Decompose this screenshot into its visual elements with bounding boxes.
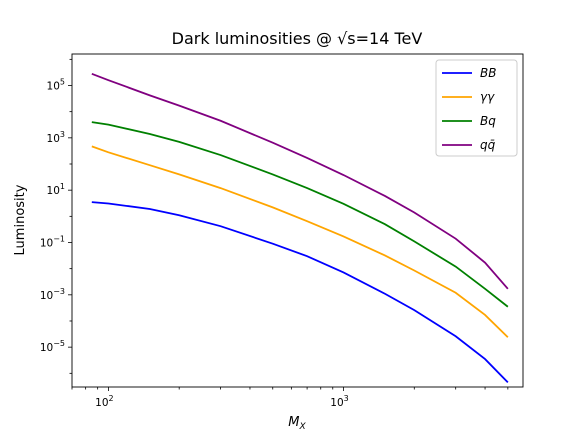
legend-label: Bq	[480, 114, 496, 128]
y-tick-label: 10−3	[40, 287, 65, 302]
x-axis-label: MX	[288, 415, 306, 432]
x-tick-label: 103	[330, 394, 348, 409]
legend-label: γγ	[480, 90, 495, 104]
y-tick-label: 101	[47, 182, 65, 197]
series-line	[91, 72, 509, 290]
plot-area	[71, 53, 524, 388]
x-tick-label: 102	[95, 394, 113, 409]
series-line	[91, 145, 509, 338]
series-line	[91, 201, 509, 384]
y-tick-label: 10−1	[40, 234, 65, 249]
y-tick-label: 105	[47, 78, 65, 93]
axis-ticks: 102 103 105 103 101 10−1 10−3 10−5	[40, 58, 509, 409]
y-tick-label: 103	[47, 130, 65, 145]
legend-label: BB	[480, 66, 496, 80]
chart-title: Dark luminosities @ √s=14 TeV	[172, 29, 423, 48]
y-axis-label: Luminosity	[13, 184, 28, 255]
y-tick-label: 10−5	[40, 339, 65, 354]
legend: BB γγ Bq qq̄	[435, 59, 518, 157]
legend-box	[435, 59, 518, 157]
legend-label: qq̄	[480, 138, 496, 152]
series-line	[91, 121, 509, 308]
series-curves	[91, 72, 509, 384]
